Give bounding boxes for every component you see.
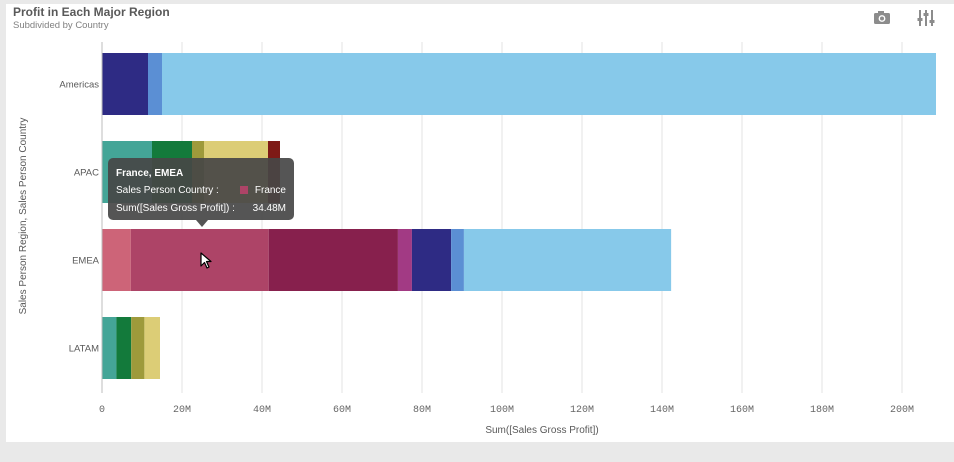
category-label: APAC — [74, 168, 99, 179]
x-tick-label: 160M — [730, 405, 754, 416]
bar-segment[interactable] — [397, 229, 412, 291]
x-axis-label: Sum([Sales Gross Profit]) — [485, 425, 598, 436]
chart-title: Profit in Each Major Region — [13, 5, 170, 19]
tooltip-color-swatch — [240, 186, 248, 194]
bar-segment[interactable] — [102, 229, 131, 291]
x-tick-label: 80M — [413, 405, 431, 416]
x-tick-label: 200M — [890, 405, 914, 416]
x-tick-label: 120M — [570, 405, 594, 416]
x-tick-label: 60M — [333, 405, 351, 416]
bar-segment[interactable] — [131, 317, 145, 379]
x-tick-label: 20M — [173, 405, 191, 416]
chart-subtitle: Subdivided by Country — [13, 20, 109, 31]
bar-segment[interactable] — [102, 53, 148, 115]
tooltip: France, EMEA Sales Person Country : Fran… — [108, 158, 294, 227]
tooltip-country-label: Sales Person Country : — [116, 185, 219, 196]
mouse-cursor-icon — [200, 252, 214, 275]
bar-segment[interactable] — [102, 317, 117, 379]
bar-segment[interactable] — [451, 229, 464, 291]
category-label: Americas — [59, 80, 99, 91]
bar-segment[interactable] — [130, 229, 269, 291]
x-tick-label: 180M — [810, 405, 834, 416]
sliders-icon[interactable] — [916, 8, 936, 28]
x-tick-label: 40M — [253, 405, 271, 416]
bar-segment[interactable] — [116, 317, 132, 379]
tooltip-measure-label: Sum([Sales Gross Profit]) : — [116, 203, 235, 214]
x-tick-label: 100M — [490, 405, 514, 416]
camera-icon[interactable] — [872, 8, 892, 28]
category-label: EMEA — [72, 256, 100, 267]
category-label: LATAM — [69, 344, 99, 355]
bar-segment[interactable] — [148, 53, 162, 115]
bar-segment[interactable] — [463, 229, 672, 291]
bar-segment[interactable] — [144, 317, 160, 379]
tooltip-pointer — [196, 220, 208, 227]
bar-segment[interactable] — [162, 53, 936, 115]
bar-segment[interactable] — [268, 229, 398, 291]
y-axis-label: Sales Person Region, Sales Person Countr… — [18, 118, 29, 315]
tooltip-title: France, EMEA — [116, 168, 184, 179]
category-labels: Americas APAC EMEA LATAM — [59, 80, 99, 355]
x-tick-label: 0 — [99, 405, 105, 416]
x-tick-label: 140M — [650, 405, 674, 416]
tooltip-measure-value: 34.48M — [252, 203, 286, 214]
x-tick-labels: 0 20M 40M 60M 80M 100M 120M 140M 160M 180M 200M — [99, 405, 914, 416]
tooltip-country-value: France — [254, 185, 286, 196]
bar-segment[interactable] — [411, 229, 452, 291]
